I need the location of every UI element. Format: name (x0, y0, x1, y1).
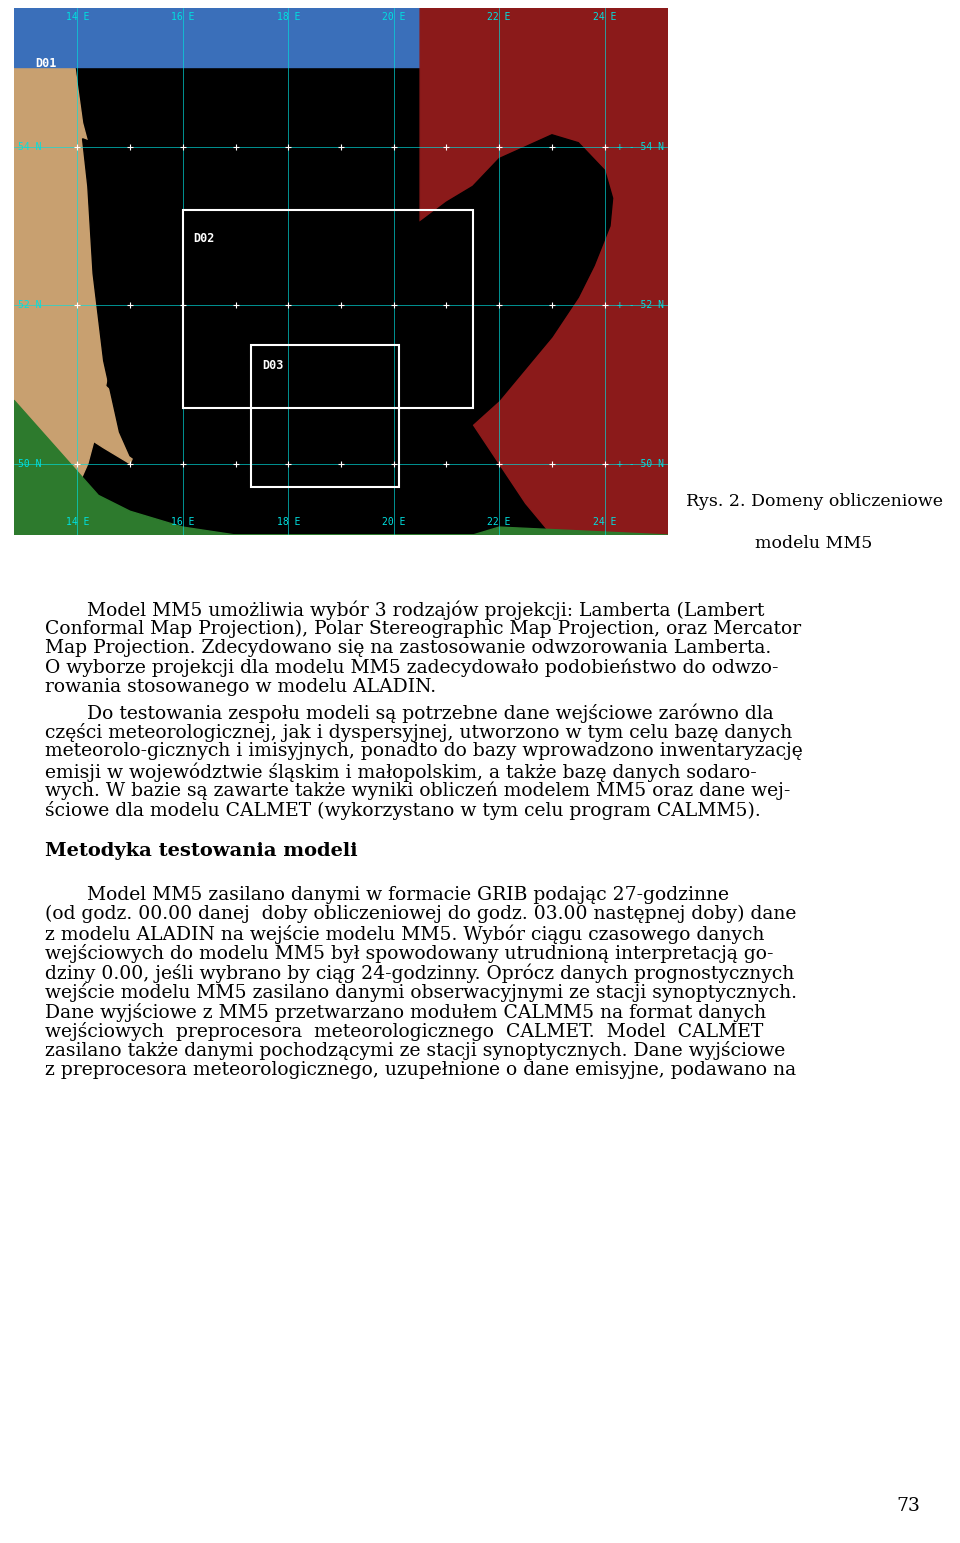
Text: z modelu ALADIN na wejście modelu MM5. Wybór ciągu czasowego danych: z modelu ALADIN na wejście modelu MM5. W… (45, 924, 764, 944)
Text: ściowe dla modelu CALMET (wykorzystano w tym celu program CALMM5).: ściowe dla modelu CALMET (wykorzystano w… (45, 801, 760, 819)
Polygon shape (14, 400, 668, 535)
Text: O wyborze projekcji dla modelu MM5 zadecydowało podobieństwo do odwzo-: O wyborze projekcji dla modelu MM5 zadec… (45, 659, 779, 677)
Text: 22 E: 22 E (488, 517, 511, 528)
Text: 24 E: 24 E (593, 517, 616, 528)
Text: 14 E: 14 E (65, 12, 89, 22)
Text: D01: D01 (36, 57, 57, 71)
Text: + - 54 N: + - 54 N (616, 142, 663, 151)
Text: 24 E: 24 E (593, 12, 616, 22)
Text: D03: D03 (262, 358, 283, 372)
Text: meteorolo­gicznych i imisyjnych, ponadto do bazy wprowadzono inwentaryzację: meteorolo­gicznych i imisyjnych, ponadto… (45, 742, 803, 761)
Text: Metodyka testowania modeli: Metodyka testowania modeli (45, 842, 358, 861)
Text: Model MM5 umożliwia wybór 3 rodzajów projekcji: Lamberta (Lambert: Model MM5 umożliwia wybór 3 rodzajów pro… (87, 600, 764, 619)
Text: Model MM5 zasilano danymi w formacie GRIB podając 27-godzinne: Model MM5 zasilano danymi w formacie GRI… (87, 886, 729, 904)
Text: wych. W bazie są zawarte także wyniki obliczeń modelem MM5 oraz dane wej-: wych. W bazie są zawarte także wyniki ob… (45, 781, 790, 799)
Polygon shape (14, 8, 668, 68)
Text: D02: D02 (193, 231, 215, 245)
Text: dziny 0.00, jeśli wybrano by ciąg 24-godzinny. Oprócz danych prognostycznych: dziny 0.00, jeśli wybrano by ciąg 24-god… (45, 963, 794, 983)
Text: 52 N: 52 N (18, 301, 41, 310)
Text: 18 E: 18 E (276, 517, 300, 528)
Text: 14 E: 14 E (65, 517, 89, 528)
Text: wejściowych  preprocesora  meteorologicznego  CALMET.  Model  CALMET: wejściowych preprocesora meteorologiczne… (45, 1021, 763, 1042)
Text: Dane wyjściowe z MM5 przetwarzano modułem CALMM5 na format danych: Dane wyjściowe z MM5 przetwarzano modułe… (45, 1003, 766, 1021)
Text: Do testowania zespołu modeli są potrzebne dane wejściowe zarówno dla: Do testowania zespołu modeli są potrzebn… (87, 704, 774, 724)
Polygon shape (83, 106, 612, 508)
Text: emisji w województwie śląskim i małopolskim, a także bazę danych sodaro-: emisji w województwie śląskim i małopols… (45, 762, 756, 781)
Text: części meteorologicznej, jak i dyspersyjnej, utworzono w tym celu bazę danych: części meteorologicznej, jak i dyspersyj… (45, 724, 792, 742)
Text: 18 E: 18 E (276, 12, 300, 22)
Text: 20 E: 20 E (382, 517, 405, 528)
Text: 50 N: 50 N (18, 458, 41, 469)
Text: Rys. 2. Domeny obliczeniowe: Rys. 2. Domeny obliczeniowe (685, 494, 943, 511)
Text: z preprocesora meteorologicznego, uzupełnione o dane emisyjne, podawano na: z preprocesora meteorologicznego, uzupeł… (45, 1062, 796, 1079)
Text: Conformal Map Projection), Polar Stereographic Map Projection, oraz Mercator: Conformal Map Projection), Polar Stereog… (45, 619, 802, 637)
Text: 73: 73 (896, 1497, 920, 1515)
Text: Map Projection. Zdecydowano się na zastosowanie odwzorowania Lamberta.: Map Projection. Zdecydowano się na zasto… (45, 639, 771, 657)
Bar (182, 210, 473, 409)
Text: 16 E: 16 E (171, 12, 195, 22)
Text: 16 E: 16 E (171, 517, 195, 528)
Polygon shape (67, 384, 140, 464)
Text: (od godz. 00.00 danej  doby obliczeniowej do godz. 03.00 następnej doby) dane: (od godz. 00.00 danej doby obliczeniowej… (45, 906, 797, 923)
Bar (252, 344, 399, 488)
Text: modelu MM5: modelu MM5 (756, 535, 873, 552)
Text: zasilano także danymi pochodzącymi ze stacji synoptycznych. Dane wyjściowe: zasilano także danymi pochodzącymi ze st… (45, 1042, 785, 1060)
Text: 20 E: 20 E (382, 12, 405, 22)
Text: wejście modelu MM5 zasilano danymi obserwacyjnymi ze stacji synoptycznych.: wejście modelu MM5 zasilano danymi obser… (45, 983, 797, 1001)
Polygon shape (14, 8, 114, 535)
Text: 22 E: 22 E (488, 12, 511, 22)
Text: rowania stosowanego w modelu ALADIN.: rowania stosowanego w modelu ALADIN. (45, 677, 436, 696)
Text: 54 N: 54 N (18, 142, 41, 151)
Text: + - 52 N: + - 52 N (616, 301, 663, 310)
Text: wejściowych do modelu MM5 był spowodowany utrudnioną interpretacją go-: wejściowych do modelu MM5 był spowodowan… (45, 944, 774, 963)
Polygon shape (420, 8, 668, 535)
Text: + - 50 N: + - 50 N (616, 458, 663, 469)
